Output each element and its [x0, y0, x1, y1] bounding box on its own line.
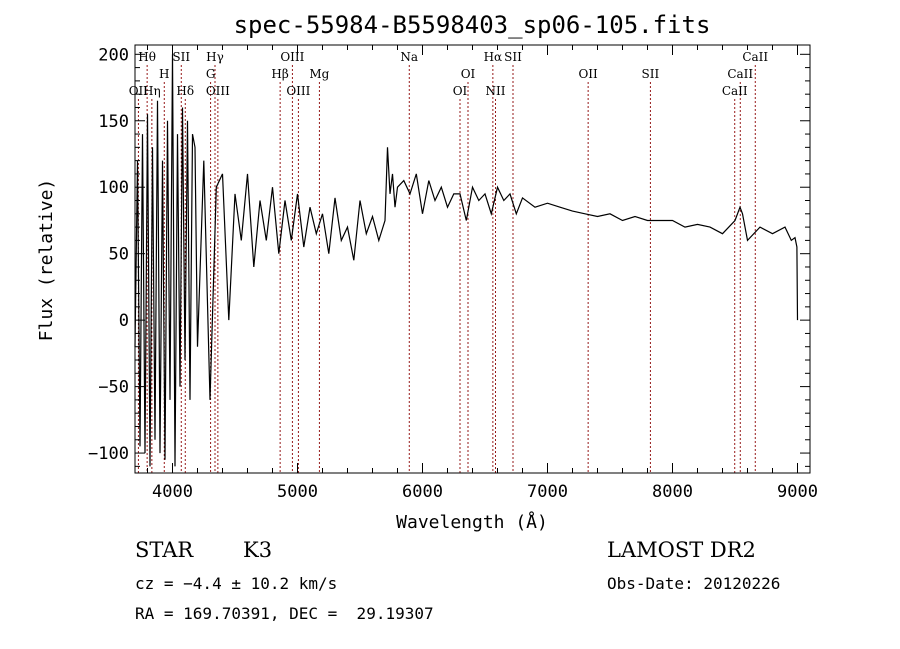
redshift-cz: cz = −4.4 ± 10.2 km/s	[135, 574, 338, 593]
line-marker-label: Hδ	[176, 84, 194, 98]
y-axis-label: Flux (relative)	[36, 179, 57, 342]
line-marker-label: G	[206, 67, 216, 81]
y-tick-label: 200	[98, 45, 129, 65]
line-marker-label: CaII	[722, 84, 748, 98]
line-marker-label: OIII	[280, 50, 304, 64]
line-marker-label: OII	[129, 84, 149, 98]
obs-date: Obs-Date: 20120226	[607, 574, 781, 593]
x-tick-label: 9000	[777, 482, 818, 502]
line-marker-label: NII	[486, 84, 506, 98]
line-marker-label: Hθ	[138, 50, 156, 64]
y-tick-label: 50	[109, 245, 129, 265]
line-marker-label: SII	[172, 50, 190, 64]
line-marker-label: OI	[461, 67, 476, 81]
x-tick-label: 4000	[152, 482, 193, 502]
x-tick-label: 5000	[277, 482, 318, 502]
line-marker-label: OI	[453, 84, 468, 98]
x-tick-label: 7000	[527, 482, 568, 502]
line-marker-label: Hβ	[271, 67, 288, 81]
line-marker-label: OII	[578, 67, 598, 81]
y-tick-label: −50	[98, 378, 129, 398]
axis-ticks: 4000 5000 6000 7000 8000 9000 −100 −50 0 50 100 150…	[88, 45, 818, 502]
line-marker-label: H	[159, 67, 169, 81]
y-tick-label: 0	[119, 311, 129, 331]
line-marker-label: OIII	[206, 84, 230, 98]
line-marker-label: SII	[642, 67, 660, 81]
line-marker-label: OIII	[286, 84, 310, 98]
line-marker-label: Hγ	[206, 50, 224, 64]
object-subclass: K3	[243, 538, 273, 562]
x-tick-label: 8000	[652, 482, 693, 502]
line-marker-label: Mg	[309, 67, 329, 81]
line-marker-label: Hα	[484, 50, 503, 64]
plot-frame	[134, 44, 811, 474]
coordinates: RA = 169.70391, DEC = 29.19307	[135, 604, 434, 623]
chart-title: spec-55984-B5598403_sp06-105.fits	[234, 11, 711, 39]
line-marker-label: SII	[504, 50, 522, 64]
line-marker-label: Hη	[143, 84, 161, 98]
y-tick-label: −100	[88, 444, 129, 464]
line-marker-label: CaII	[727, 67, 753, 81]
y-tick-label: 150	[98, 112, 129, 132]
object-class: STAR	[135, 538, 194, 562]
x-axis-label: Wavelength (Å)	[396, 511, 548, 533]
x-tick-label: 6000	[402, 482, 443, 502]
survey-name: LAMOST DR2	[607, 538, 756, 562]
line-markers: HθHηOIIHSIIHδHγGOIIIOIIIHβOIIIMgNaOIOIHα…	[129, 50, 768, 473]
y-tick-label: 100	[98, 178, 129, 198]
line-marker-label: Na	[400, 50, 418, 64]
line-marker-label: CaII	[742, 50, 768, 64]
spectrum-line	[134, 54, 799, 467]
